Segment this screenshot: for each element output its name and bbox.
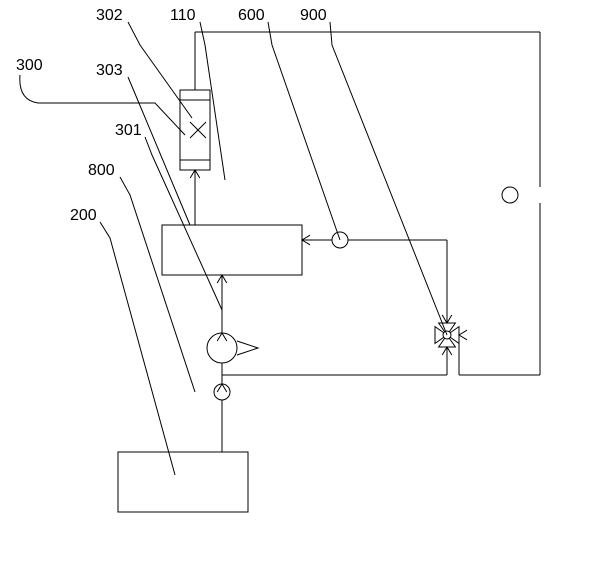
label-900: 900 — [300, 7, 327, 24]
unit-303 — [162, 225, 302, 275]
label-200: 200 — [70, 207, 97, 224]
radiator-302 — [180, 90, 210, 170]
tank-200 — [118, 452, 248, 512]
label-800: 800 — [88, 162, 115, 179]
pump — [207, 333, 258, 363]
label-600: 600 — [238, 7, 265, 24]
label-110: 110 — [170, 7, 196, 24]
sensor-800 — [214, 384, 230, 400]
label-301: 301 — [115, 122, 142, 139]
label-303: 303 — [96, 62, 123, 79]
sensor-900 — [502, 187, 518, 203]
label-300: 300 — [16, 57, 43, 74]
label-302: 302 — [96, 7, 123, 24]
